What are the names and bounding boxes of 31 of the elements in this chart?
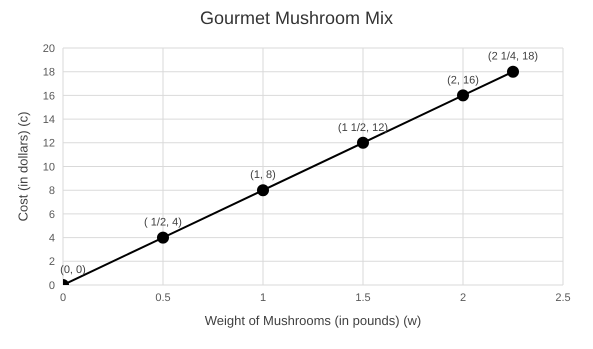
data-label: (0, 0) <box>60 264 86 276</box>
x-tick-label: 2.5 <box>555 292 571 304</box>
y-tick-label: 10 <box>42 161 55 174</box>
point <box>507 66 519 78</box>
y-tick-label: 20 <box>42 42 55 55</box>
data-label: (2 1/4, 18) <box>488 50 538 63</box>
data-label: (1 1/2, 12) <box>338 122 388 134</box>
point <box>357 136 369 149</box>
x-tick-label: 1.5 <box>355 292 371 304</box>
y-tick-label: 14 <box>42 114 55 126</box>
y-axis-title: Cost (in dollars) (c) <box>16 112 31 222</box>
y-tick-label: 6 <box>48 208 55 221</box>
y-tick-label: 18 <box>42 66 55 79</box>
y-tick-label: 12 <box>42 138 55 150</box>
x-tick-label: 0 <box>60 292 66 304</box>
data-label: (1, 8) <box>250 169 276 182</box>
y-tick-label: 2 <box>48 256 55 268</box>
y-tick-label: 8 <box>48 185 55 198</box>
data-label: ( 1/2, 4) <box>144 216 182 229</box>
point <box>257 184 269 196</box>
chart-title: Gourmet Mushroom Mix <box>198 8 394 30</box>
y-tick-label: 0 <box>48 280 55 292</box>
point <box>457 89 469 102</box>
x-tick-label: 1 <box>260 292 266 304</box>
data-label: (2, 16) <box>447 74 479 86</box>
x-tick-label: 0.5 <box>155 292 171 304</box>
point <box>157 232 169 244</box>
x-axis-title: Weight of Mushrooms (in pounds) (w) <box>204 313 422 328</box>
x-tick-label: 2 <box>460 292 466 304</box>
y-tick-label: 16 <box>42 90 55 102</box>
y-tick-label: 4 <box>48 232 55 245</box>
